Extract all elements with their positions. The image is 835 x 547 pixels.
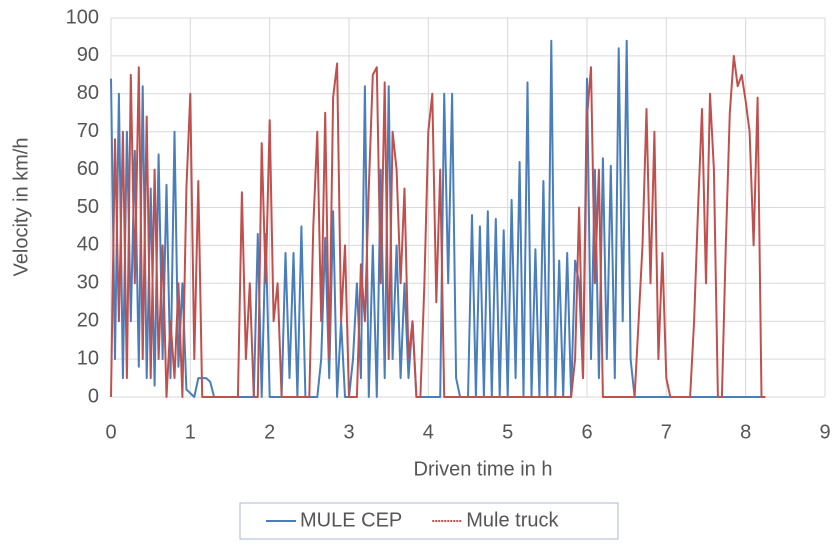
y-axis-label: Velocity in km/h <box>10 138 32 277</box>
x-tick-label: 6 <box>581 421 592 443</box>
data-line <box>110 54 766 398</box>
x-tick-label: 3 <box>343 421 354 443</box>
y-tick-label: 0 <box>88 385 99 407</box>
legend-label: Mule truck <box>466 509 559 531</box>
y-tick-label: 70 <box>77 120 99 142</box>
x-tick-label: 0 <box>105 421 116 443</box>
legend-label: MULE CEP <box>300 509 402 531</box>
legend-box <box>239 502 619 540</box>
y-tick-label: 10 <box>77 347 99 369</box>
x-tick-label: 2 <box>264 421 275 443</box>
x-axis-label: Driven time in h <box>414 458 553 480</box>
y-tick-label: 60 <box>77 158 99 180</box>
x-tick-label: 7 <box>661 421 672 443</box>
y-tick-label: 90 <box>77 44 99 66</box>
y-tick-label: 30 <box>77 272 99 294</box>
x-tick-label: 5 <box>502 421 513 443</box>
y-tick-label: 20 <box>77 309 99 331</box>
y-tick-label: 40 <box>77 234 99 256</box>
y-tick-label: 100 <box>66 6 99 28</box>
x-tick-label: 4 <box>423 421 434 443</box>
y-tick-label: 50 <box>77 196 99 218</box>
y-tick-label: 80 <box>77 82 99 104</box>
x-tick-label: 9 <box>819 421 830 443</box>
x-tick-label: 8 <box>740 421 751 443</box>
x-tick-label: 1 <box>185 421 196 443</box>
